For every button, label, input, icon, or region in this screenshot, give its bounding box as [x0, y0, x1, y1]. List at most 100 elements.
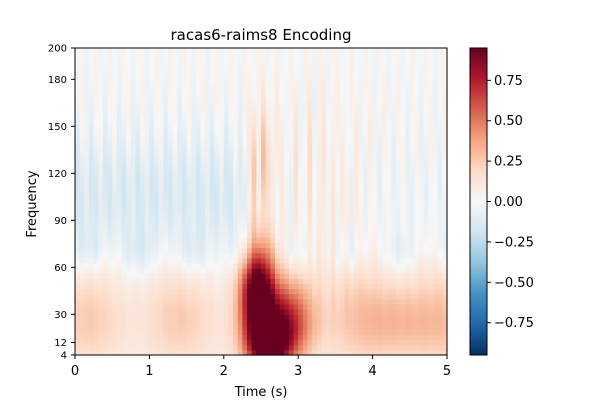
heatmap-cell [247, 155, 253, 162]
heatmap-cell [307, 191, 313, 197]
heatmap-cell [293, 247, 299, 254]
heatmap-cell [312, 293, 318, 300]
heatmap-cell [316, 221, 323, 228]
heatmap-cell [419, 155, 425, 162]
heatmap-cell [107, 104, 113, 110]
heatmap-cell [75, 339, 81, 346]
heatmap-cell [340, 257, 346, 264]
heatmap-cell [75, 175, 81, 182]
heatmap-cell [228, 114, 234, 121]
heatmap-cell [144, 140, 150, 146]
heatmap-cell [107, 237, 113, 244]
heatmap-cell [107, 150, 113, 157]
heatmap-cell [381, 268, 388, 274]
heatmap-cell [177, 314, 183, 320]
heatmap-cell [270, 268, 276, 274]
heatmap-cell [409, 109, 416, 116]
heatmap-cell [395, 257, 402, 264]
heatmap-cell [93, 104, 99, 110]
heatmap-cell [344, 53, 350, 59]
heatmap-cell [349, 303, 355, 310]
heatmap-cell [316, 211, 323, 218]
heatmap-cell [195, 221, 202, 228]
heatmap-cell [274, 268, 281, 274]
heatmap-cell [140, 191, 146, 197]
heatmap-cell [442, 160, 448, 167]
heatmap-cell [419, 170, 425, 177]
heatmap-cell [112, 262, 118, 269]
heatmap-cell [433, 140, 439, 146]
heatmap-cell [154, 206, 160, 213]
heatmap-cell [251, 349, 257, 356]
heatmap-cell [442, 314, 448, 320]
heatmap-cell [163, 324, 169, 331]
heatmap-cell [335, 268, 341, 274]
heatmap-cell [233, 278, 239, 284]
heatmap-cell [274, 68, 281, 75]
heatmap-cell [214, 88, 220, 95]
heatmap-cell [377, 196, 383, 203]
heatmap-cell [316, 288, 323, 295]
heatmap-cell [214, 140, 220, 146]
heatmap-cell [261, 268, 267, 274]
heatmap-cell [237, 160, 243, 167]
heatmap-cell [377, 314, 383, 320]
heatmap-cell [195, 196, 202, 203]
heatmap-cell [233, 63, 239, 70]
heatmap-cell [302, 78, 309, 85]
heatmap-cell [288, 252, 295, 259]
heatmap-cell [251, 242, 257, 249]
heatmap-cell [437, 48, 443, 54]
heatmap-cell [395, 247, 402, 254]
heatmap-cell [400, 252, 406, 259]
heatmap-cell [93, 140, 99, 146]
heatmap-cell [116, 308, 123, 315]
heatmap-cell [116, 155, 123, 162]
heatmap-cell [414, 170, 420, 177]
heatmap-cell [293, 155, 299, 162]
heatmap-cell [158, 186, 164, 192]
heatmap-cell [312, 247, 318, 254]
heatmap-cell [140, 303, 146, 310]
heatmap-cell [330, 114, 336, 121]
chart-title: racas6-raims8 Encoding [171, 26, 352, 44]
heatmap-cell [84, 155, 90, 162]
heatmap-cell [79, 242, 85, 249]
heatmap-cell [172, 252, 178, 259]
colorbar-tick-label: 0.50 [494, 114, 523, 129]
heatmap-cell [140, 206, 146, 213]
heatmap-cell [223, 268, 230, 274]
heatmap-cell [251, 283, 257, 290]
heatmap-cell [79, 303, 85, 310]
heatmap-cell [98, 283, 104, 290]
heatmap-cell [312, 99, 318, 105]
heatmap-cell [98, 221, 104, 228]
heatmap-cell [205, 319, 211, 325]
heatmap-cell [228, 160, 234, 167]
heatmap-cell [386, 170, 392, 177]
heatmap-cell [172, 88, 178, 95]
heatmap-cell [261, 206, 267, 213]
heatmap-cell [316, 293, 323, 300]
heatmap-cell [400, 278, 406, 284]
heatmap-cell [400, 242, 406, 249]
heatmap-cell [344, 165, 350, 172]
heatmap-cell [326, 216, 332, 223]
heatmap-cell [395, 181, 402, 187]
heatmap-cell [437, 324, 443, 331]
heatmap-cell [112, 242, 118, 249]
heatmap-cell [242, 206, 248, 213]
heatmap-cell [367, 252, 374, 259]
heatmap-cell [274, 288, 281, 295]
heatmap-cell [219, 165, 225, 172]
heatmap-cell [433, 155, 439, 162]
heatmap-cell [307, 268, 313, 274]
heatmap-cell [419, 252, 425, 259]
heatmap-cell [247, 319, 253, 325]
heatmap-cell [205, 211, 211, 218]
heatmap-cell [405, 308, 411, 315]
heatmap-cell [209, 221, 216, 228]
heatmap-cell [121, 165, 127, 172]
heatmap-cell [102, 247, 109, 254]
heatmap-cell [367, 88, 374, 95]
